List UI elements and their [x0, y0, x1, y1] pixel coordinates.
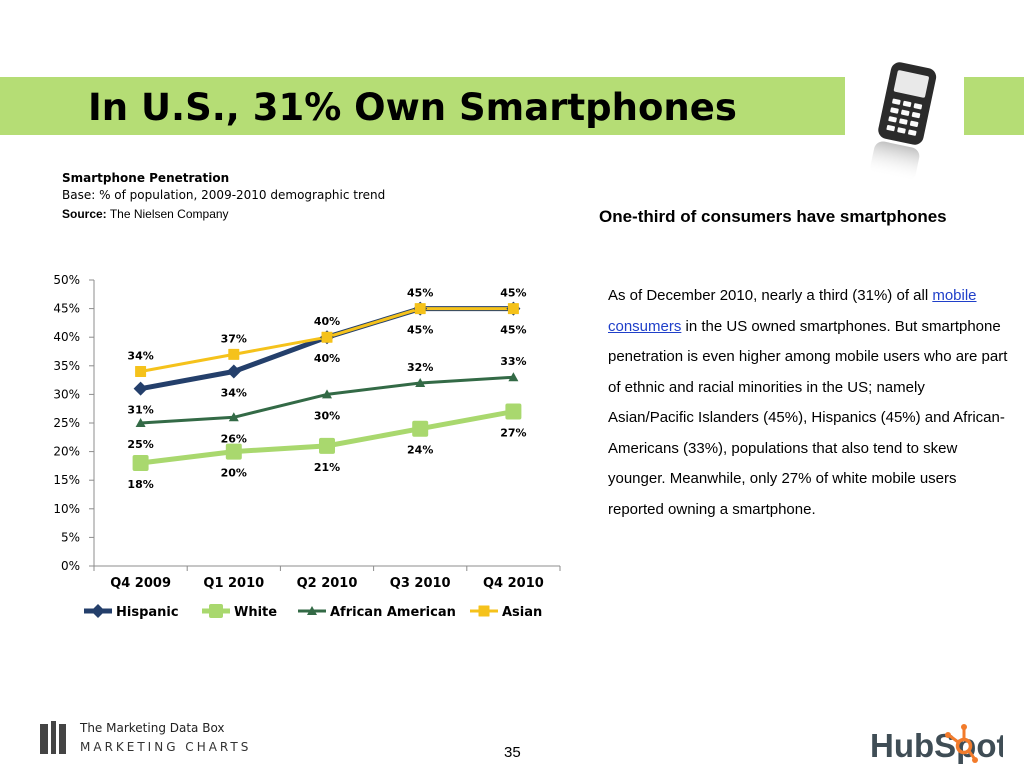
legend-label: Hispanic	[116, 605, 179, 620]
mobile-consumers-link[interactable]: mobile consumers	[608, 287, 977, 335]
data-label-white: 24%	[407, 444, 433, 457]
line-chart: 0% 5% 10% 15% 20% 25% 30% 35% 40% 45% 50% Q4 2009 Q1…	[53, 273, 561, 620]
data-label-asian: 40%	[314, 315, 340, 328]
y-tick-label: 30%	[53, 387, 80, 401]
side-paragraph: As of December 2010, nearly a third (31%…	[608, 281, 1008, 525]
hubspot-logo-text: HubSpot	[870, 727, 1003, 764]
data-label-african-american: 25%	[127, 438, 153, 451]
data-point-white	[505, 403, 522, 420]
data-point-african-american	[135, 418, 146, 427]
y-tick-label: 35%	[53, 359, 80, 373]
data-label-white: 27%	[500, 427, 526, 440]
footer-brand-line1: The Marketing Data Box	[80, 721, 225, 735]
chart-heading: Smartphone Penetration	[62, 171, 230, 185]
footer-brand-line2: MARKETING CHARTS	[80, 740, 252, 754]
data-label-white: 21%	[314, 461, 340, 474]
y-tick-label: 45%	[53, 302, 80, 316]
data-label-asian: 45%	[500, 287, 526, 300]
data-point-african-american	[228, 412, 239, 422]
data-label-african-american: 32%	[407, 361, 433, 374]
legend-marker	[307, 606, 317, 615]
slide-title: In U.S., 31% Own Smartphones	[88, 86, 737, 129]
y-tick-label: 15%	[53, 473, 80, 487]
y-tick-label: 0%	[61, 559, 80, 573]
data-label-white: 20%	[221, 467, 247, 480]
page-number: 35	[504, 744, 521, 761]
legend-label: Asian	[502, 605, 542, 620]
data-label-asian: 37%	[221, 332, 247, 345]
side-heading: One-third of consumers have smartphones	[599, 207, 947, 226]
source-value: The Nielsen Company	[109, 207, 229, 221]
data-label-african-american: 30%	[314, 409, 340, 422]
data-label-african-american: 26%	[221, 432, 247, 445]
data-label-hispanic: 31%	[127, 404, 153, 417]
chart-source: Source: The Nielsen Company	[62, 207, 229, 221]
data-label-white: 18%	[127, 478, 153, 491]
y-tick-label: 10%	[53, 502, 80, 516]
title-band-accent	[964, 77, 1024, 135]
legend-label: White	[234, 605, 277, 620]
legend-marker	[478, 605, 490, 617]
y-tick-label: 40%	[53, 330, 80, 344]
marketing-data-box-logo-icon	[40, 721, 66, 754]
legend-marker	[91, 604, 105, 618]
data-point-african-american	[508, 372, 519, 382]
data-point-white	[132, 455, 149, 472]
hubspot-logo: HubSpot	[870, 724, 1003, 764]
data-label-hispanic: 45%	[500, 324, 526, 337]
chart-base-note: Base: % of population, 2009-2010 demogra…	[62, 188, 386, 202]
x-tick-label: Q4 2010	[483, 576, 544, 591]
data-point-white	[412, 420, 429, 437]
data-point-asian	[507, 303, 519, 315]
data-point-white	[225, 443, 242, 460]
source-label: Source:	[62, 207, 107, 221]
data-point-hispanic	[226, 364, 241, 379]
title-band	[0, 77, 845, 135]
data-point-asian	[414, 303, 426, 315]
data-point-african-american	[415, 377, 426, 387]
x-tick-label: Q4 2009	[110, 576, 171, 591]
data-label-hispanic: 40%	[314, 352, 340, 365]
x-tick-label: Q1 2010	[203, 576, 264, 591]
data-point-white	[319, 437, 335, 454]
data-point-hispanic	[133, 381, 148, 396]
y-tick-label: 5%	[61, 530, 80, 544]
x-tick-label: Q3 2010	[390, 576, 451, 591]
y-tick-label: 50%	[53, 273, 80, 287]
sprocket-icon	[945, 724, 978, 763]
legend-marker	[209, 604, 223, 618]
legend-label: African American	[330, 605, 456, 620]
data-label-hispanic: 45%	[407, 324, 433, 337]
data-point-asian	[135, 366, 147, 378]
y-tick-label: 25%	[53, 416, 80, 430]
side-para-part1: As of December 2010, nearly a third (31%…	[608, 287, 933, 304]
data-point-asian	[228, 348, 240, 360]
data-label-african-american: 33%	[500, 355, 526, 368]
x-tick-label: Q2 2010	[297, 576, 358, 591]
mobile-phone-icon	[870, 62, 937, 181]
y-tick-label: 20%	[53, 445, 80, 459]
data-label-asian: 45%	[407, 287, 433, 300]
data-point-african-american	[322, 389, 332, 399]
data-label-asian: 34%	[127, 350, 153, 363]
data-label-hispanic: 34%	[221, 387, 247, 400]
data-point-asian	[321, 331, 333, 343]
side-para-part2: in the US owned smartphones. But smartph…	[608, 317, 1008, 518]
